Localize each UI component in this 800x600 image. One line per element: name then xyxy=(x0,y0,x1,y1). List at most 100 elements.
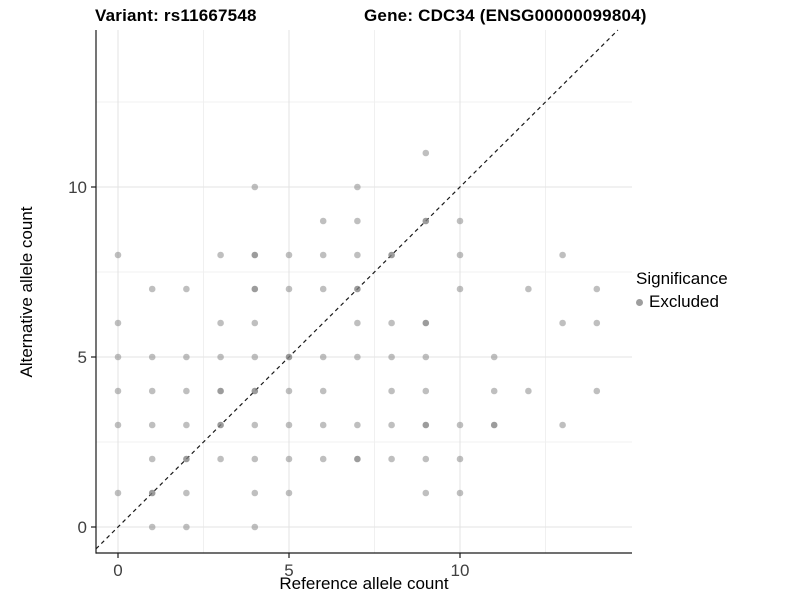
data-point xyxy=(217,421,224,429)
data-point xyxy=(114,489,122,497)
data-point xyxy=(148,387,156,395)
data-point xyxy=(251,421,259,429)
data-point xyxy=(319,455,327,463)
data-point xyxy=(354,285,361,293)
x-tick-label: 5 xyxy=(284,561,293,580)
data-point xyxy=(285,387,293,395)
data-point xyxy=(217,251,224,259)
data-point xyxy=(559,319,566,327)
data-point xyxy=(559,421,566,429)
data-point xyxy=(285,489,293,497)
data-point xyxy=(354,421,361,429)
data-point xyxy=(388,421,395,429)
data-point xyxy=(422,455,430,463)
data-point xyxy=(593,285,601,293)
data-point xyxy=(354,353,361,361)
data-point xyxy=(422,319,430,327)
data-point xyxy=(251,455,259,463)
data-point xyxy=(217,387,224,395)
data-point xyxy=(490,387,498,395)
data-point xyxy=(354,319,361,327)
data-point xyxy=(148,523,156,531)
data-point xyxy=(217,353,224,361)
y-axis-title: Alternative allele count xyxy=(17,206,36,378)
data-point xyxy=(319,421,327,429)
data-point xyxy=(114,319,122,327)
data-point xyxy=(319,387,327,395)
data-point xyxy=(148,285,156,293)
data-point xyxy=(388,319,395,327)
data-point xyxy=(422,149,430,157)
data-point xyxy=(183,523,190,531)
data-point xyxy=(490,421,498,429)
data-point xyxy=(183,421,190,429)
data-point xyxy=(183,455,190,463)
data-point xyxy=(148,455,156,463)
data-point xyxy=(422,421,430,429)
plot-title-variant: Variant: rs11667548 xyxy=(95,6,257,25)
data-point xyxy=(217,319,224,327)
data-point xyxy=(251,353,259,361)
data-point xyxy=(456,489,464,497)
data-point xyxy=(114,387,122,395)
data-point xyxy=(183,387,190,395)
data-point xyxy=(456,251,464,259)
data-point xyxy=(251,251,259,259)
legend: Significance Excluded xyxy=(636,269,728,312)
data-point xyxy=(593,387,601,395)
data-point xyxy=(388,251,395,259)
data-point xyxy=(354,455,361,463)
legend-entry: Excluded xyxy=(636,292,728,312)
data-point xyxy=(525,285,532,293)
data-point xyxy=(319,353,327,361)
data-point xyxy=(285,251,293,259)
y-tick-label: 10 xyxy=(68,178,87,197)
data-point xyxy=(422,387,430,395)
data-point xyxy=(319,217,327,225)
data-point xyxy=(422,353,430,361)
y-tick-label: 0 xyxy=(78,518,87,537)
data-point xyxy=(388,455,395,463)
data-point xyxy=(388,387,395,395)
x-tick-label: 0 xyxy=(113,561,122,580)
data-point xyxy=(217,455,224,463)
data-point xyxy=(114,353,122,361)
data-point xyxy=(285,455,293,463)
data-point xyxy=(251,183,259,191)
data-point xyxy=(593,319,601,327)
legend-point-icon xyxy=(636,298,643,306)
data-point xyxy=(285,285,293,293)
data-point xyxy=(183,285,190,293)
data-point xyxy=(183,489,190,497)
data-point xyxy=(456,421,464,429)
legend-title: Significance xyxy=(636,269,728,288)
legend-entry-label: Excluded xyxy=(649,292,719,311)
data-point xyxy=(456,217,464,225)
data-point xyxy=(148,489,156,497)
data-point xyxy=(285,353,293,361)
data-point xyxy=(456,455,464,463)
data-point xyxy=(251,489,259,497)
data-point xyxy=(183,353,190,361)
data-point xyxy=(354,251,361,259)
data-point xyxy=(251,387,259,395)
data-point xyxy=(251,319,259,327)
data-point xyxy=(456,285,464,293)
data-point xyxy=(251,285,259,293)
data-point xyxy=(285,421,293,429)
y-tick-label: 5 xyxy=(78,348,87,367)
data-point xyxy=(422,217,430,225)
data-point xyxy=(319,251,327,259)
data-point xyxy=(114,421,122,429)
data-point xyxy=(148,353,156,361)
data-point xyxy=(354,183,361,191)
x-axis-title: Reference allele count xyxy=(279,574,449,593)
data-point xyxy=(251,523,259,531)
plot-title-gene: Gene: CDC34 (ENSG00000099804) xyxy=(364,6,647,25)
data-point xyxy=(559,251,566,259)
data-point xyxy=(319,285,327,293)
data-point xyxy=(388,353,395,361)
data-point xyxy=(490,353,498,361)
data-point xyxy=(354,217,361,225)
